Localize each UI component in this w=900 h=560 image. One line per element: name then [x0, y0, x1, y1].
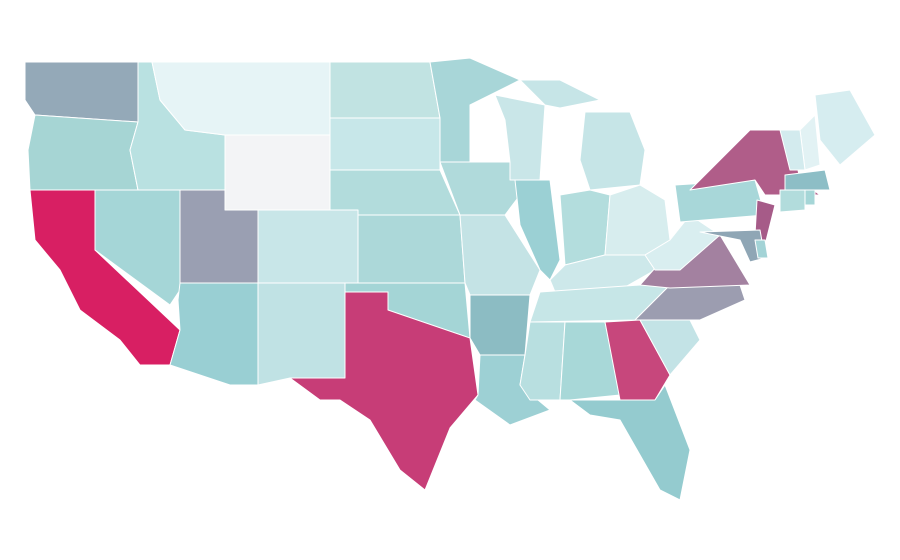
- state: [439, 161, 521, 216]
- state: [257, 282, 346, 386]
- state: [779, 129, 806, 171]
- state: [559, 321, 621, 401]
- state: [674, 179, 766, 223]
- state: [699, 229, 766, 263]
- state: [329, 169, 461, 216]
- states: [24, 57, 876, 501]
- state: [24, 61, 139, 123]
- state: [569, 384, 691, 501]
- state: [804, 189, 816, 206]
- state: [604, 319, 671, 401]
- state: [784, 169, 831, 191]
- state: [169, 282, 259, 386]
- state: [27, 114, 139, 191]
- state: [469, 294, 531, 356]
- state: [329, 61, 441, 119]
- state: [329, 117, 441, 171]
- state: [754, 239, 769, 259]
- state: [224, 134, 331, 211]
- state: [779, 189, 806, 213]
- state: [814, 89, 876, 166]
- state: [559, 189, 611, 266]
- state: [289, 291, 479, 491]
- state: [257, 209, 359, 284]
- state: [604, 184, 671, 256]
- state: [429, 57, 521, 163]
- state: [357, 214, 466, 284]
